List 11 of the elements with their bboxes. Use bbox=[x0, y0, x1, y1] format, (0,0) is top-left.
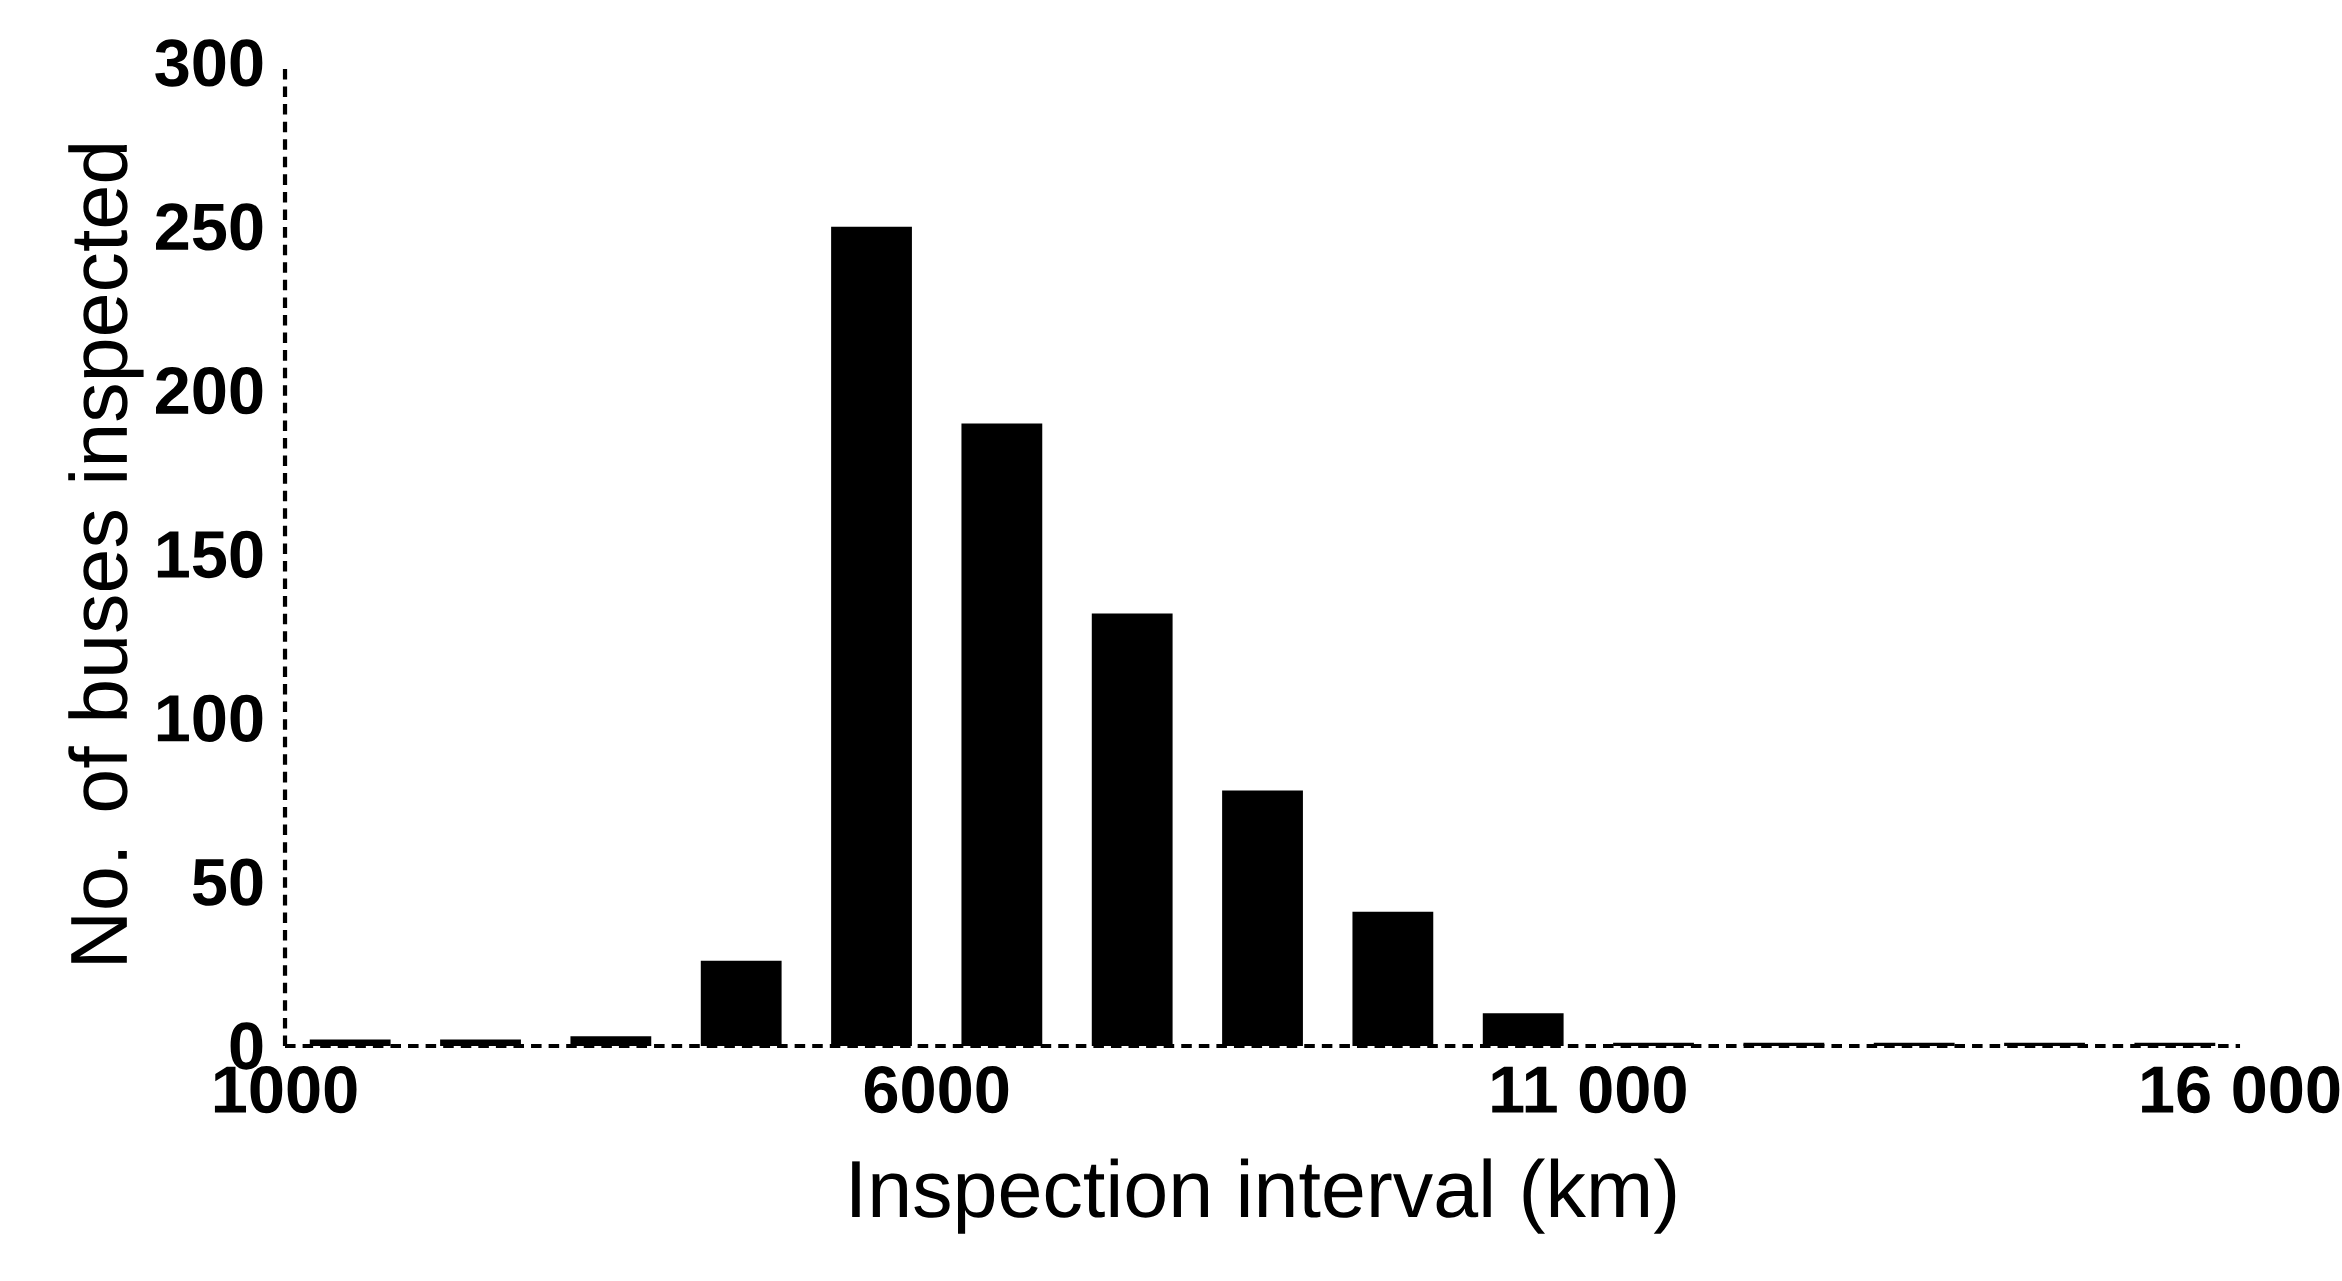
x-tick-label: 6000 bbox=[864, 1065, 1009, 1114]
y-axis-title: No. of buses inspected bbox=[68, 144, 144, 963]
y-tick-label: 200 bbox=[156, 367, 263, 415]
x-axis-title: Inspection interval (km) bbox=[852, 1158, 1676, 1234]
y-tick-label: 50 bbox=[192, 858, 263, 906]
y-tick-label: 100 bbox=[157, 694, 263, 742]
x-tick-label: 11 000 bbox=[1492, 1065, 1686, 1114]
y-tick-label: 300 bbox=[155, 39, 263, 87]
y-tick-label: 150 bbox=[157, 530, 263, 579]
y-tick-label: 250 bbox=[156, 203, 263, 251]
x-tick-label: 16 000 bbox=[2142, 1065, 2340, 1114]
